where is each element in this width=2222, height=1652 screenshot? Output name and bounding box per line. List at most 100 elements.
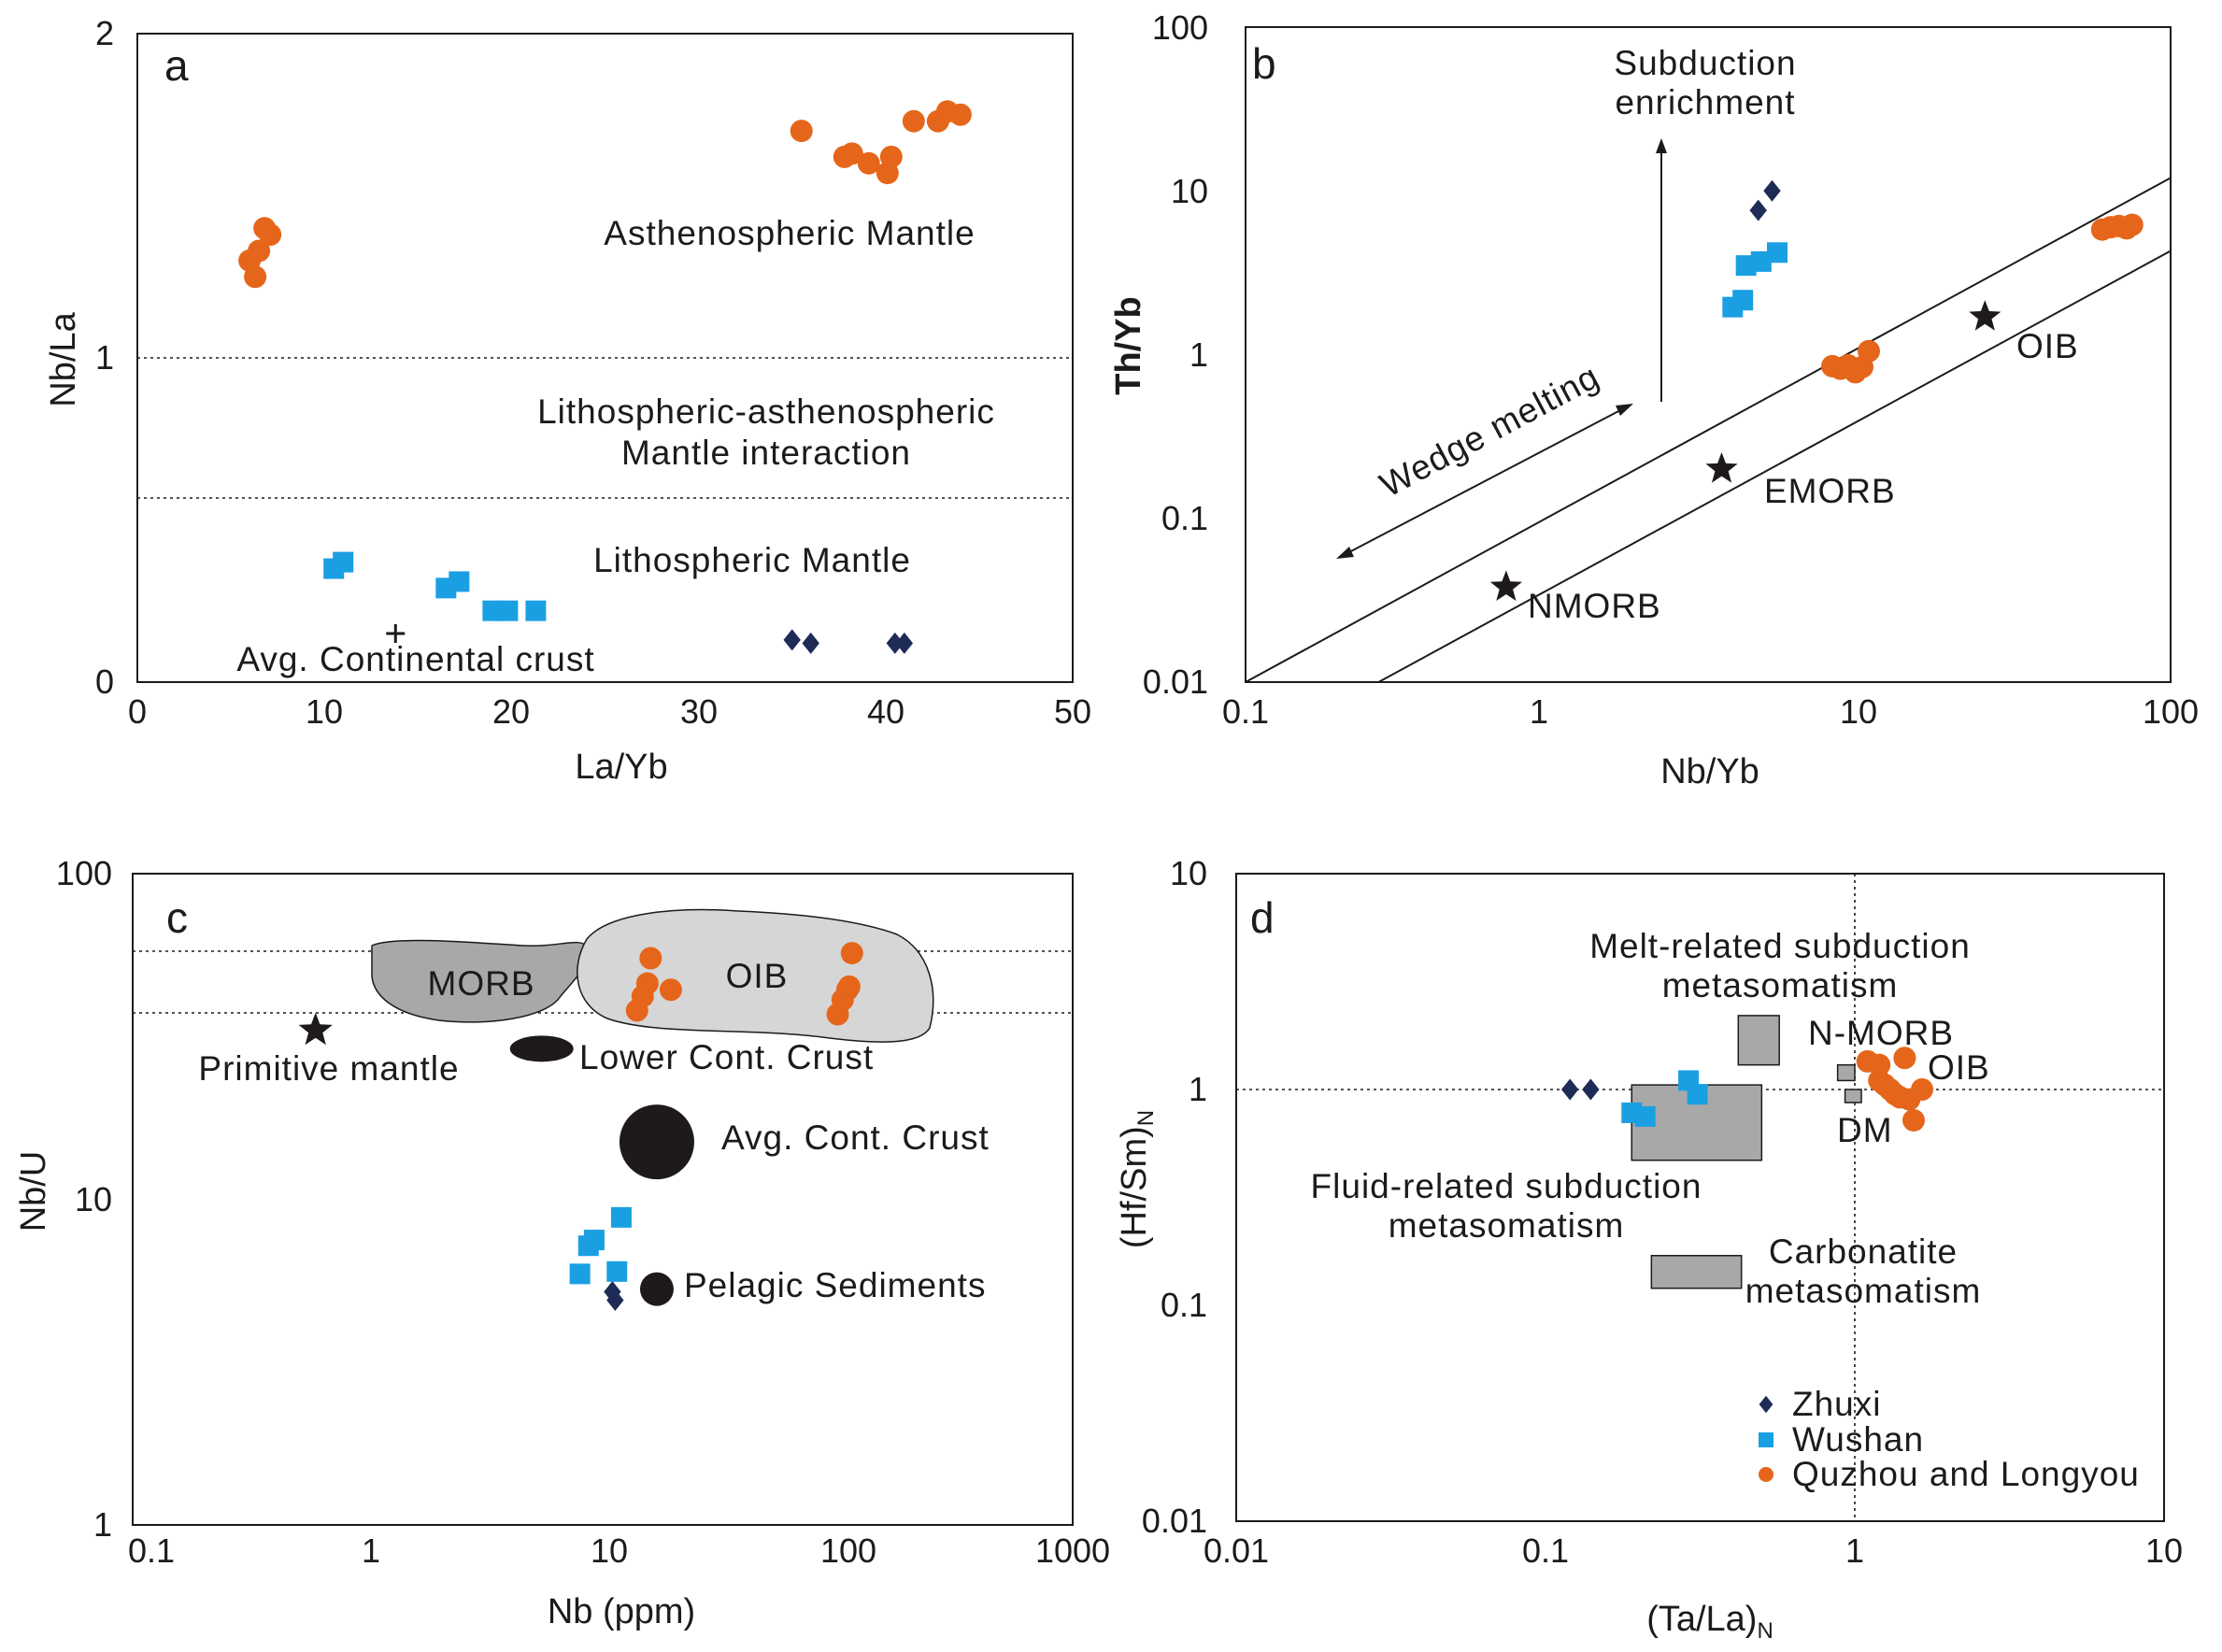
panel-a-xtick: 50 [1054, 692, 1091, 731]
panel-a-xtick: 0 [128, 692, 147, 731]
panel-a-label: a [164, 41, 189, 90]
panel-b-ytick: 10 [1171, 172, 1208, 210]
panel-d-point-wushan [1634, 1105, 1656, 1127]
panel-a-point-zhuxi [802, 632, 819, 654]
panel-c: c MORB OIB Primitive mantle Lower Cont. … [14, 854, 1110, 1631]
legend-label-zhuxi: Zhuxi [1792, 1385, 1881, 1423]
panel-b-annotation: EMORB [1764, 472, 1896, 510]
panel-a-ytick: 0 [95, 662, 114, 701]
panel-b-point-wushan [1750, 250, 1772, 272]
panel-d-point-zhuxi [1561, 1078, 1579, 1101]
panel-b-label: b [1252, 39, 1276, 88]
panel-a-point-quzhou-and-longyou [259, 223, 282, 247]
panel-a-annotation: Avg. Continental crust [236, 640, 594, 678]
panel-b: b 0.1 1 10 100 0.01 0.1 1 10 100 Nb/Yb T… [1109, 8, 2199, 791]
panel-d-label: d [1250, 893, 1275, 942]
field-carbonatite-metasomatism [1650, 1255, 1743, 1289]
legend-marker-quzhou-and-longyou [1759, 1467, 1773, 1482]
panel-a-point-quzhou-and-longyou [902, 109, 925, 133]
panel-b-annotation: Subduction [1614, 44, 1796, 82]
panel-d-annotation: OIB [1928, 1048, 1990, 1087]
panel-a-point-wushan [525, 600, 547, 621]
panel-d-point-quzhou-and-longyou [1868, 1069, 1891, 1092]
panel-d-point-quzhou-and-longyou [1902, 1108, 1925, 1132]
panel-d-annotation: N-MORB [1808, 1014, 1954, 1052]
panel-a-ylabel: Nb/La [44, 311, 83, 406]
panel-d-ytick: 1 [1189, 1070, 1207, 1108]
panel-b-ylabel: Th/Yb [1109, 296, 1148, 395]
reference-star-emorb [1705, 452, 1738, 483]
panel-b-xtick: 10 [1840, 692, 1877, 731]
panel-c-point-quzhou-and-longyou [639, 947, 662, 970]
panel-d-annotation: metasomatism [1745, 1272, 1982, 1310]
panel-c-xlabel: Nb (ppm) [548, 1592, 695, 1631]
reference-star-nmorb [1489, 570, 1522, 601]
panel-c-field-label: MORB [428, 964, 535, 1003]
panel-c-field-label: OIB [726, 957, 789, 995]
panel-a-xtick: 10 [306, 692, 343, 731]
field-melt-related-subduction-metasomatism [1737, 1015, 1780, 1066]
panel-a-ytick: 1 [95, 338, 114, 377]
legend-label-wushan: Wushan [1792, 1420, 1924, 1459]
panel-a-annotation: Lithospheric Mantle [593, 541, 911, 579]
panel-d-marks [1561, 1047, 1933, 1132]
panel-d-ytick: 0.01 [1142, 1502, 1207, 1540]
panel-d-xtick: 0.1 [1522, 1531, 1569, 1570]
panel-d-ylabel: (Hf/Sm)N [1115, 1110, 1159, 1248]
panel-c-point-zhuxi [606, 1289, 624, 1311]
panel-a-xlabel: La/Yb [575, 748, 667, 787]
reference-star-oib [1969, 300, 2001, 331]
pelagic-sediments-circle [639, 1272, 674, 1306]
panel-b-point-quzhou-and-longyou [1857, 339, 1880, 363]
field-n-morb [1836, 1063, 1856, 1082]
panel-d-annotation: Carbonatite [1769, 1232, 1958, 1271]
panel-b-ytick: 0.1 [1161, 499, 1208, 537]
panel-a-xtick: 20 [492, 692, 530, 731]
primitive-mantle-star [298, 1012, 333, 1046]
panel-b-frame [1245, 26, 2172, 683]
panel-c-point-wushan [610, 1206, 632, 1228]
panel-d-ylabel-sub: N [1133, 1110, 1159, 1126]
panel-b-ytick: 1 [1189, 335, 1208, 374]
panel-d-point-wushan [1687, 1084, 1708, 1105]
panel-d-ylabel-main: (Hf/Sm) [1115, 1126, 1154, 1248]
panel-c-ytick: 1 [93, 1505, 112, 1544]
panel-c-xtick: 10 [591, 1531, 628, 1570]
panel-d-point-quzhou-and-longyou [1868, 1053, 1891, 1076]
panel-a-point-quzhou-and-longyou [840, 142, 863, 165]
panel-d-annotation: Fluid-related subduction [1311, 1167, 1702, 1205]
panel-a-xtick: 30 [680, 692, 718, 731]
panel-d-fields [1631, 1015, 1862, 1289]
panel-c-ytick: 10 [75, 1180, 112, 1218]
panel-d-xlabel-sub: N [1757, 1618, 1773, 1644]
panel-d-annotation: metasomatism [1662, 966, 1899, 1004]
panel-b-point-zhuxi [1749, 199, 1767, 221]
panel-a-point-quzhou-and-longyou [244, 265, 267, 289]
panel-c-marks [298, 942, 863, 1311]
legend: Zhuxi Wushan Quzhou and Longyou [1759, 1385, 2139, 1493]
panel-c-xtick: 0.1 [128, 1531, 175, 1570]
panel-d: d Melt-related subduction metasomatism N… [1115, 854, 2183, 1644]
panel-b-xlabel: Nb/Yb [1660, 752, 1759, 791]
panel-d-xtick: 10 [2145, 1531, 2183, 1570]
panel-c-annotation: Avg. Cont. Crust [721, 1118, 990, 1157]
wedge-melting-arrowhead-right [1616, 404, 1633, 416]
panel-b-annotation: NMORB [1528, 587, 1661, 625]
panel-a-point-wushan [497, 600, 519, 621]
panel-b-annotation: enrichment [1615, 83, 1795, 121]
panel-a-annotation: Lithospheric-asthenospheric [537, 392, 995, 431]
panel-d-annotation: Melt-related subduction [1589, 927, 1971, 965]
legend-marker-wushan [1759, 1432, 1773, 1447]
panel-d-annotation: metasomatism [1389, 1206, 1625, 1245]
panel-b-annotation: OIB [2016, 327, 2079, 365]
panel-c-point-quzhou-and-longyou [837, 975, 861, 998]
panel-c-xtick: 1 [362, 1531, 380, 1570]
panel-d-annotation: DM [1837, 1111, 1893, 1149]
panel-c-xtick: 100 [820, 1531, 876, 1570]
lower-cont-crust-ellipse [509, 1035, 574, 1062]
panel-b-point-wushan [1732, 290, 1754, 311]
panel-a-point-zhuxi [783, 629, 801, 651]
panel-b-ytick: 0.01 [1143, 662, 1208, 701]
field-dm [1844, 1089, 1862, 1104]
